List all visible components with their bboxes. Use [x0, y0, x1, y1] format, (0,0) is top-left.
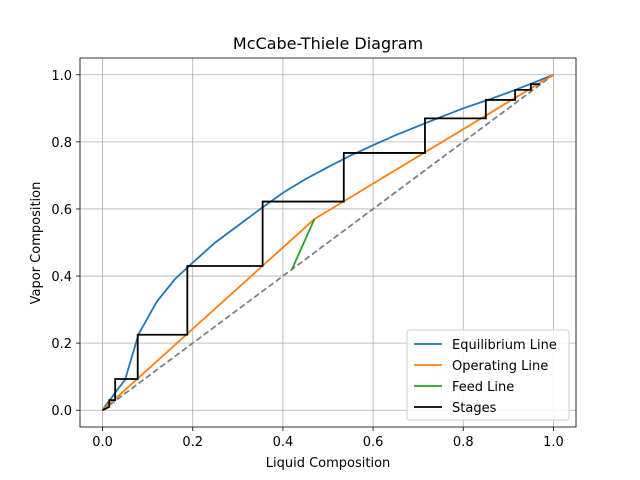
plot-area: 0.0 0.2 0.4 0.6 0.8 1.0 0.0 0.2 0.4 0.6 0.8 1.0	[51, 57, 577, 450]
legend-label: Operating Line	[452, 359, 548, 374]
x-tick-label: 0.4	[273, 435, 294, 450]
legend-label: Equilibrium Line	[452, 338, 557, 353]
y-axis-label: Vapor Composition	[29, 182, 44, 305]
x-tick-label: 0.8	[453, 435, 474, 450]
y-tick-label: 0.2	[51, 337, 72, 352]
y-tick-label: 0.4	[51, 270, 72, 285]
diagonal-line	[102, 74, 554, 411]
legend-box	[406, 329, 570, 421]
x-tick-label: 0.0	[92, 435, 113, 450]
x-tick-label: 0.2	[182, 435, 203, 450]
legend: Equilibrium Line Operating Line Feed Line S…	[406, 329, 570, 421]
axes-frame	[79, 57, 577, 428]
y-tick-label: 0.0	[51, 404, 72, 419]
legend-label: Stages	[452, 401, 497, 416]
chart-title: McCabe-Thiele Diagram	[233, 34, 423, 53]
x-axis-label: Liquid Composition	[266, 456, 391, 471]
x-tick-label: 1.0	[543, 435, 564, 450]
stages-series	[102, 83, 540, 412]
x-tick-label: 0.6	[363, 435, 384, 450]
y-tick-label: 0.6	[51, 203, 72, 218]
y-tick-label: 1.0	[51, 69, 72, 84]
feed-line-series	[291, 218, 316, 270]
y-tick-label: 0.8	[51, 136, 72, 151]
legend-label: Feed Line	[452, 380, 514, 395]
